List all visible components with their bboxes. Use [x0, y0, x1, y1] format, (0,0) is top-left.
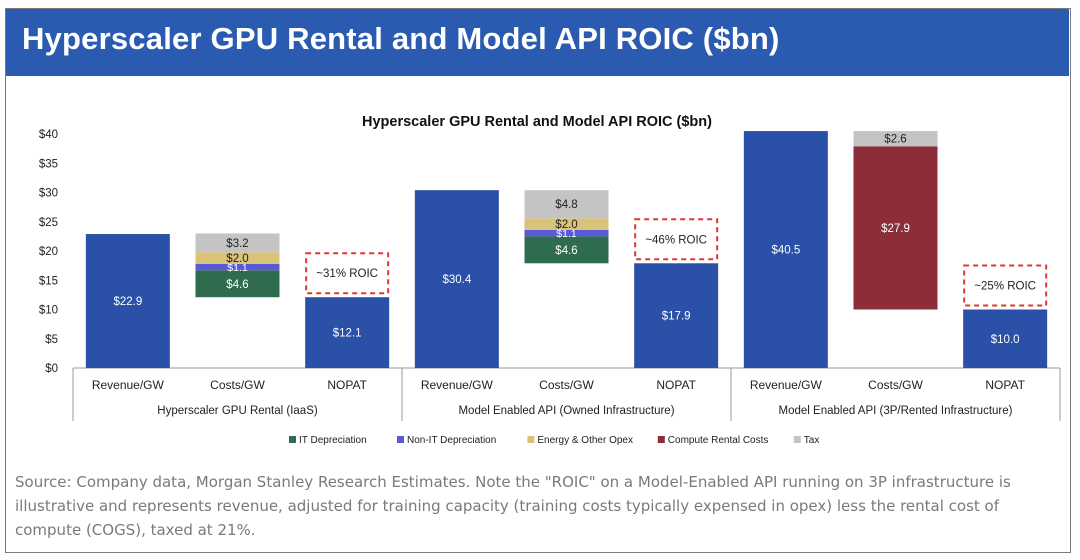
data-label: $3.2: [226, 238, 248, 250]
data-label: $17.9: [662, 311, 691, 323]
chart-title: Hyperscaler GPU Rental and Model API ROI…: [362, 114, 712, 130]
bar-segment-revenue: [963, 309, 1048, 368]
legend-swatch-energy-other-opex: [527, 436, 535, 443]
x-tick-label: Costs/GW: [868, 378, 923, 392]
bar-segment-revenue: [634, 263, 719, 368]
bar-segment-tax: [524, 190, 609, 219]
legend-swatch-non-it-depreciation: [397, 436, 404, 443]
legend-label: IT Depreciation: [299, 435, 367, 446]
page-title: Hyperscaler GPU Rental and Model API ROI…: [22, 21, 780, 56]
legend-label: Tax: [804, 435, 820, 446]
data-label: $1.1: [556, 228, 577, 240]
data-label: $2.0: [226, 253, 248, 265]
data-label: $22.9: [113, 296, 142, 308]
bar-segment-non-it-depreciation: [195, 263, 280, 271]
data-label: $2.6: [884, 134, 906, 146]
bar-segment-revenue: [743, 131, 828, 368]
y-tick-label: $25: [39, 217, 58, 229]
legend-label: Compute Rental Costs: [668, 435, 769, 446]
group-label: Hyperscaler GPU Rental (IaaS): [157, 405, 318, 417]
chart-frame: Hyperscaler GPU Rental and Model API ROI…: [5, 8, 1071, 553]
data-label: $4.8: [555, 199, 577, 211]
group-label: Model Enabled API (Owned Infrastructure): [458, 405, 674, 417]
y-tick-label: $10: [39, 305, 58, 317]
y-tick-label: $0: [45, 363, 58, 375]
bar-segment-revenue: [305, 297, 390, 368]
bar-segment-it-depreciation: [524, 236, 609, 264]
bar-segment-revenue: [85, 234, 170, 368]
bar-segment-tax: [195, 233, 280, 253]
bar-segment-non-it-depreciation: [524, 229, 609, 237]
y-tick-label: $5: [45, 334, 58, 346]
x-tick-label: NOPAT: [985, 378, 1025, 392]
legend-label: Energy & Other Opex: [537, 435, 633, 446]
x-tick-label: NOPAT: [327, 378, 367, 392]
y-tick-label: $30: [39, 188, 58, 200]
data-label: $30.4: [442, 274, 471, 286]
x-tick-label: Revenue/GW: [92, 378, 165, 392]
roic-label: ~31% ROIC: [316, 268, 378, 280]
source-note: Source: Company data, Morgan Stanley Res…: [15, 473, 1011, 539]
legend-swatch-tax: [793, 436, 801, 443]
legend-label: Non-IT Depreciation: [407, 435, 496, 446]
x-tick-label: Revenue/GW: [750, 378, 823, 392]
data-label: $27.9: [881, 223, 910, 235]
y-tick-label: $35: [39, 158, 58, 170]
data-label: $1.1: [227, 262, 248, 274]
data-label: $40.5: [771, 245, 800, 257]
y-tick-label: $15: [39, 275, 58, 287]
y-tick-label: $40: [39, 129, 58, 141]
bar-segment-energy-other-opex: [524, 218, 609, 230]
title-banner: Hyperscaler GPU Rental and Model API ROI…: [6, 9, 1069, 76]
data-label: $4.6: [555, 245, 577, 257]
roic-callout-box: [963, 264, 1048, 307]
bar-segment-tax: [853, 131, 938, 147]
roic-label: ~25% ROIC: [974, 281, 1036, 293]
waterfall-chart: Hyperscaler GPU Rental and Model API ROI…: [39, 114, 1061, 446]
roic-callout-box: [305, 252, 390, 295]
x-tick-label: Costs/GW: [539, 378, 594, 392]
bar-segment-compute-rental: [853, 146, 938, 310]
data-label: $12.1: [333, 328, 362, 340]
legend-swatch-compute-rental: [657, 436, 665, 443]
y-tick-label: $20: [39, 246, 58, 258]
roic-callout-box: [634, 218, 719, 261]
x-tick-label: Revenue/GW: [421, 378, 494, 392]
roic-label: ~46% ROIC: [645, 234, 707, 246]
data-label: $2.0: [555, 219, 577, 231]
x-tick-label: NOPAT: [656, 378, 696, 392]
bar-segment-revenue: [414, 190, 499, 368]
data-label: $10.0: [991, 334, 1020, 346]
bar-segment-energy-other-opex: [195, 252, 280, 264]
data-label: $4.6: [226, 279, 248, 291]
group-label: Model Enabled API (3P/Rented Infrastruct…: [779, 405, 1013, 417]
bar-segment-it-depreciation: [195, 270, 280, 298]
x-tick-label: Costs/GW: [210, 378, 265, 392]
legend-swatch-it-depreciation: [289, 436, 296, 443]
